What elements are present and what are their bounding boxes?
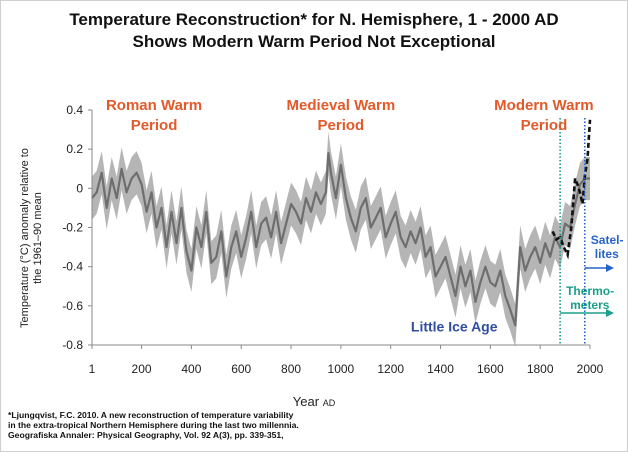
reconstruction-line bbox=[91, 152, 590, 327]
roman-warm-period-label: Period bbox=[131, 117, 178, 134]
x-tick-label: 400 bbox=[181, 362, 201, 376]
citation-line-2: in the extra-tropical Northern Hemispher… bbox=[8, 420, 299, 430]
medieval-warm-period-label: Period bbox=[318, 117, 365, 134]
roman-warm-label: Roman Warm bbox=[106, 97, 202, 114]
x-axis-label-sub: AD bbox=[322, 398, 336, 408]
x-tick-label: 1400 bbox=[427, 362, 454, 376]
y-tick-label: -0.2 bbox=[62, 221, 83, 235]
medieval-warm-label: Medieval Warm bbox=[287, 97, 396, 114]
y-tick-label: 0 bbox=[76, 181, 83, 195]
uncertainty-band bbox=[92, 131, 590, 347]
y-tick-label: 0.4 bbox=[66, 103, 83, 117]
y-tick-label: -0.4 bbox=[62, 260, 83, 274]
x-tick-label: 200 bbox=[132, 362, 152, 376]
x-tick-label: 600 bbox=[231, 362, 251, 376]
x-tick-label: 1 bbox=[89, 362, 96, 376]
thermometers-label: Thermo-meters bbox=[566, 284, 614, 312]
x-tick-label: 1200 bbox=[377, 362, 404, 376]
modern-warm-label: Modern Warm bbox=[494, 97, 593, 114]
x-axis-label-text: Year bbox=[292, 394, 320, 409]
x-tick-label: 2000 bbox=[577, 362, 604, 376]
x-axis-label: Year AD bbox=[0, 394, 628, 409]
x-tick-label: 1600 bbox=[477, 362, 504, 376]
chart-subtitle: Shows Modern Warm Period Not Exceptional bbox=[132, 32, 496, 51]
y-tick-label: -0.8 bbox=[62, 338, 83, 352]
y-tick-label: -0.6 bbox=[62, 299, 83, 313]
thermometers-arrow-head bbox=[606, 309, 614, 317]
x-tick-label: 800 bbox=[281, 362, 301, 376]
citation-line-3: Geografiska Annaler: Physical Geography,… bbox=[8, 430, 284, 440]
chart-title: Temperature Reconstruction* for N. Hemis… bbox=[69, 10, 559, 29]
x-tick-label: 1000 bbox=[328, 362, 355, 376]
x-tick-label: 1800 bbox=[527, 362, 554, 376]
satellites-arrow-head bbox=[606, 264, 614, 272]
citation-line-1: *Ljungqvist, F.C. 2010. A new reconstruc… bbox=[8, 410, 294, 420]
little-ice-age-label: Little Ice Age bbox=[411, 318, 498, 334]
y-tick-label: 0.2 bbox=[66, 142, 83, 156]
satellites-label: Satel-lites bbox=[591, 233, 624, 261]
modern-warm-period-label: Period bbox=[521, 117, 568, 134]
